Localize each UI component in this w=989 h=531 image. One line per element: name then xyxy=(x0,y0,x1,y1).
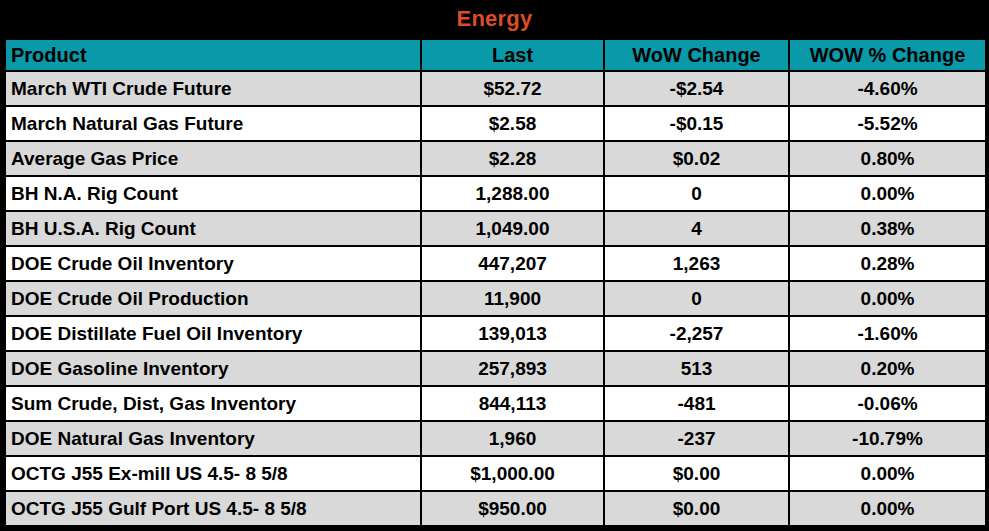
table-row: Average Gas Price$2.28$0.020.80% xyxy=(5,141,986,176)
table-row: OCTG J55 Ex-mill US 4.5- 8 5/8$1,000.00$… xyxy=(5,456,986,491)
cell-product: March WTI Crude Future xyxy=(5,71,421,106)
cell-last: 1,049.00 xyxy=(421,211,604,246)
cell-wow_change: $0.00 xyxy=(604,491,789,526)
cell-wow_change: -2,257 xyxy=(604,316,789,351)
cell-wow_pct_change: 0.80% xyxy=(789,141,986,176)
cell-product: Average Gas Price xyxy=(5,141,421,176)
cell-product: Sum Crude, Dist, Gas Inventory xyxy=(5,386,421,421)
cell-product: DOE Crude Oil Inventory xyxy=(5,246,421,281)
cell-wow_pct_change: 0.00% xyxy=(789,176,986,211)
cell-wow_pct_change: 0.00% xyxy=(789,281,986,316)
cell-wow_change: -481 xyxy=(604,386,789,421)
cell-wow_pct_change: 0.28% xyxy=(789,246,986,281)
cell-product: DOE Natural Gas Inventory xyxy=(5,421,421,456)
table-row: DOE Natural Gas Inventory1,960-237-10.79… xyxy=(5,421,986,456)
cell-wow_change: -$2.54 xyxy=(604,71,789,106)
cell-product: BH U.S.A. Rig Count xyxy=(5,211,421,246)
cell-wow_pct_change: -0.06% xyxy=(789,386,986,421)
table-row: BH N.A. Rig Count1,288.0000.00% xyxy=(5,176,986,211)
cell-product: DOE Crude Oil Production xyxy=(5,281,421,316)
cell-last: 844,113 xyxy=(421,386,604,421)
cell-wow_change: -$0.15 xyxy=(604,106,789,141)
cell-last: 1,960 xyxy=(421,421,604,456)
cell-product: DOE Distillate Fuel Oil Inventory xyxy=(5,316,421,351)
table-row: DOE Crude Oil Inventory447,2071,2630.28% xyxy=(5,246,986,281)
cell-wow_pct_change: -1.60% xyxy=(789,316,986,351)
table-row: BH U.S.A. Rig Count1,049.0040.38% xyxy=(5,211,986,246)
cell-product: DOE Gasoline Inventory xyxy=(5,351,421,386)
cell-product: BH N.A. Rig Count xyxy=(5,176,421,211)
cell-last: 447,207 xyxy=(421,246,604,281)
cell-wow_change: -237 xyxy=(604,421,789,456)
cell-last: $2.58 xyxy=(421,106,604,141)
cell-wow_change: 4 xyxy=(604,211,789,246)
cell-wow_change: 0 xyxy=(604,281,789,316)
table-body: March WTI Crude Future$52.72-$2.54-4.60%… xyxy=(5,71,986,526)
cell-last: $52.72 xyxy=(421,71,604,106)
cell-wow_pct_change: -4.60% xyxy=(789,71,986,106)
cell-product: OCTG J55 Gulf Port US 4.5- 8 5/8 xyxy=(5,491,421,526)
cell-wow_change: 0 xyxy=(604,176,789,211)
table-row: DOE Distillate Fuel Oil Inventory139,013… xyxy=(5,316,986,351)
cell-product: OCTG J55 Ex-mill US 4.5- 8 5/8 xyxy=(5,456,421,491)
column-header-wow_change: WoW Change xyxy=(604,39,789,71)
energy-table-panel: Energy ProductLastWoW ChangeWOW % Change… xyxy=(0,0,989,531)
column-header-wow_pct_change: WOW % Change xyxy=(789,39,986,71)
table-row: DOE Crude Oil Production11,90000.00% xyxy=(5,281,986,316)
cell-wow_pct_change: 0.20% xyxy=(789,351,986,386)
cell-wow_pct_change: -5.52% xyxy=(789,106,986,141)
energy-table: ProductLastWoW ChangeWOW % Change March … xyxy=(4,38,987,527)
table-row: March Natural Gas Future$2.58-$0.15-5.52… xyxy=(5,106,986,141)
cell-wow_change: 1,263 xyxy=(604,246,789,281)
column-header-product: Product xyxy=(5,39,421,71)
cell-last: 1,288.00 xyxy=(421,176,604,211)
table-row: Sum Crude, Dist, Gas Inventory844,113-48… xyxy=(5,386,986,421)
table-title: Energy xyxy=(457,6,533,32)
cell-wow_change: $0.02 xyxy=(604,141,789,176)
cell-wow_change: 513 xyxy=(604,351,789,386)
table-row: DOE Gasoline Inventory257,8935130.20% xyxy=(5,351,986,386)
cell-product: March Natural Gas Future xyxy=(5,106,421,141)
cell-last: $1,000.00 xyxy=(421,456,604,491)
header-row: ProductLastWoW ChangeWOW % Change xyxy=(5,39,986,71)
cell-last: 257,893 xyxy=(421,351,604,386)
cell-wow_pct_change: -10.79% xyxy=(789,421,986,456)
cell-last: 11,900 xyxy=(421,281,604,316)
cell-wow_pct_change: 0.38% xyxy=(789,211,986,246)
cell-last: 139,013 xyxy=(421,316,604,351)
table-row: OCTG J55 Gulf Port US 4.5- 8 5/8$950.00$… xyxy=(5,491,986,526)
cell-last: $950.00 xyxy=(421,491,604,526)
cell-wow_pct_change: 0.00% xyxy=(789,491,986,526)
column-header-last: Last xyxy=(421,39,604,71)
cell-wow_pct_change: 0.00% xyxy=(789,456,986,491)
cell-last: $2.28 xyxy=(421,141,604,176)
table-row: March WTI Crude Future$52.72-$2.54-4.60% xyxy=(5,71,986,106)
cell-wow_change: $0.00 xyxy=(604,456,789,491)
title-bar: Energy xyxy=(4,0,985,38)
